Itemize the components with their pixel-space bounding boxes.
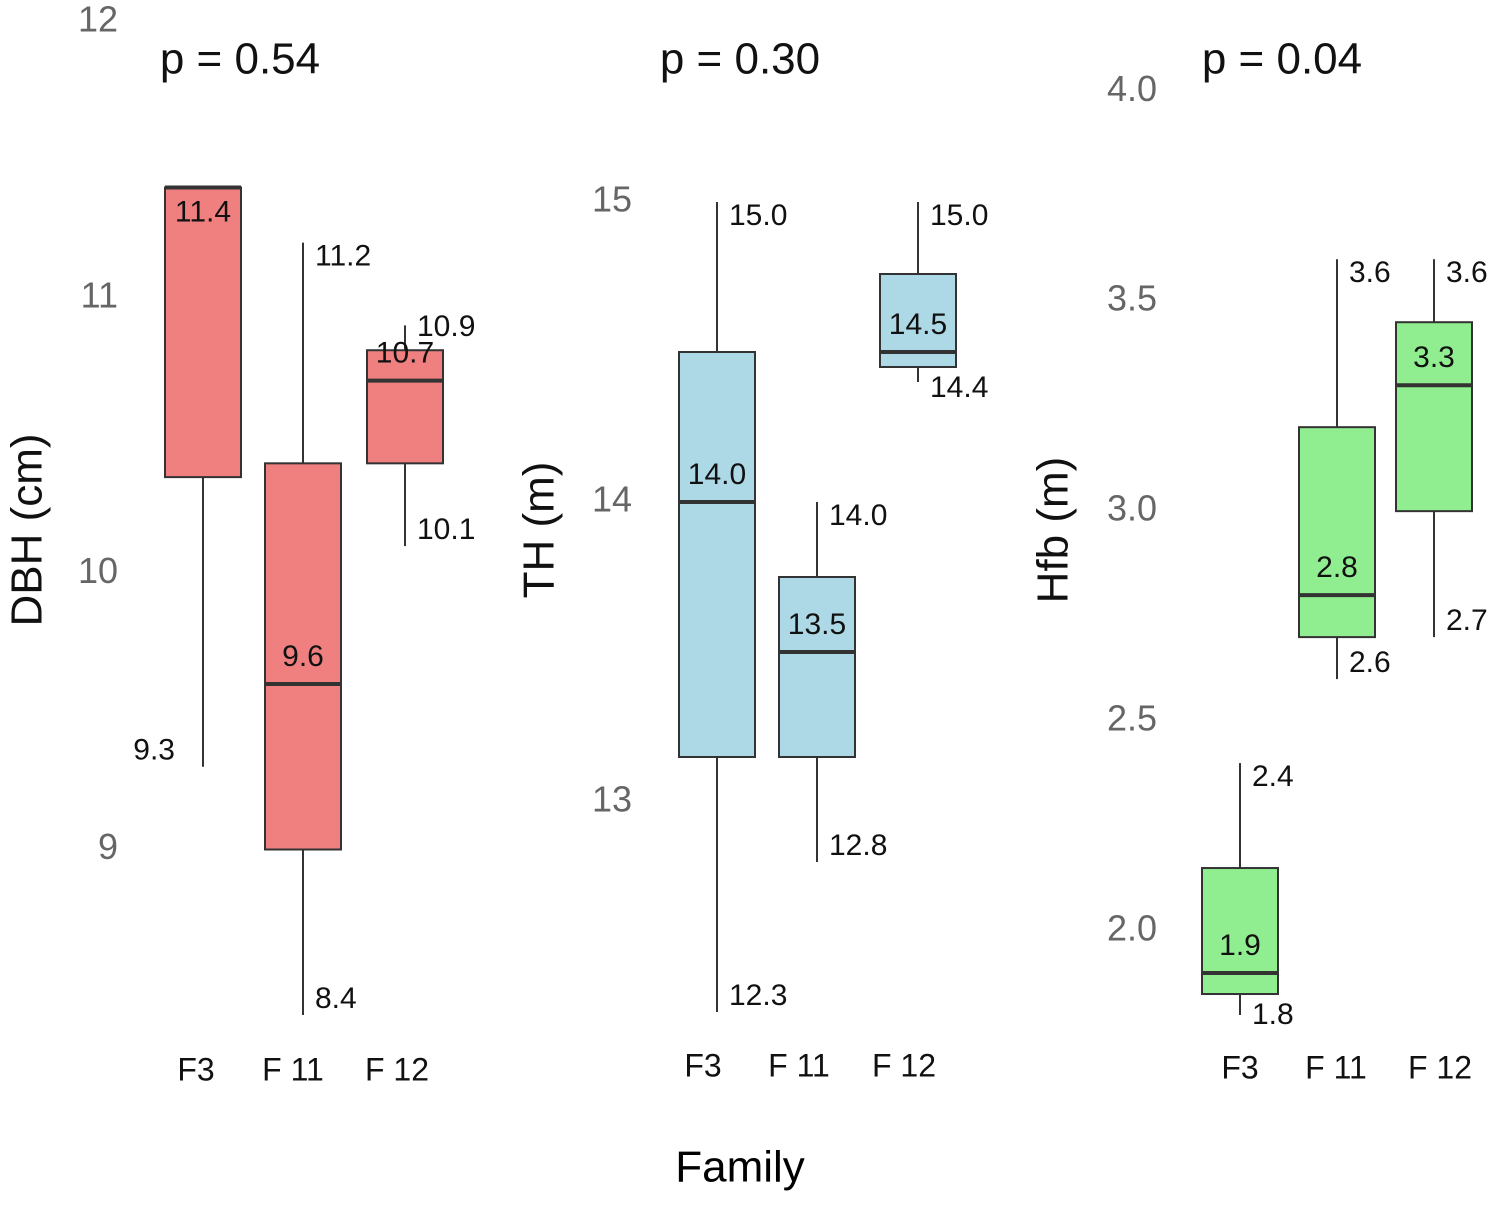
box bbox=[1298, 426, 1376, 639]
y-axis-label: TH (m) bbox=[515, 462, 564, 599]
min-label: 2.6 bbox=[1349, 646, 1391, 679]
min-label: 1.8 bbox=[1252, 998, 1294, 1031]
median-label: 13.5 bbox=[788, 608, 846, 641]
min-label: 9.3 bbox=[133, 734, 175, 767]
y-tick-label: 3.0 bbox=[1107, 488, 1157, 529]
median-label: 2.8 bbox=[1316, 551, 1358, 584]
y-tick-label: 10 bbox=[78, 550, 118, 591]
box bbox=[678, 351, 756, 758]
y-tick-label: 13 bbox=[592, 779, 632, 820]
x-tick-label: F3 bbox=[177, 1051, 214, 1087]
min-label: 14.4 bbox=[930, 371, 988, 404]
chart-title: p = 0.30 bbox=[660, 35, 820, 84]
y-tick-label: 14 bbox=[592, 479, 632, 520]
max-label: 2.4 bbox=[1252, 760, 1294, 793]
max-label: 14.0 bbox=[829, 499, 887, 532]
y-tick-label: 11 bbox=[81, 274, 118, 315]
box bbox=[778, 576, 856, 758]
max-label: 15.0 bbox=[729, 199, 787, 232]
y-tick-label: 9 bbox=[98, 826, 118, 867]
max-label: 3.6 bbox=[1349, 256, 1391, 289]
box bbox=[264, 462, 342, 851]
median-label: 9.6 bbox=[282, 640, 324, 673]
y-tick-label: 2.0 bbox=[1107, 908, 1157, 949]
box bbox=[1395, 321, 1473, 513]
box bbox=[164, 186, 242, 479]
x-tick-label: F 12 bbox=[365, 1051, 429, 1087]
x-tick-label: F 12 bbox=[1408, 1049, 1472, 1085]
x-tick-label: F 11 bbox=[1305, 1049, 1367, 1085]
y-tick-label: 3.5 bbox=[1107, 278, 1157, 319]
x-tick-label: F3 bbox=[1221, 1049, 1258, 1085]
median-label: 14.5 bbox=[889, 308, 947, 341]
min-label: 10.1 bbox=[417, 513, 475, 546]
x-tick-label: F 11 bbox=[262, 1051, 324, 1087]
chart-title: p = 0.04 bbox=[1202, 35, 1362, 84]
chart-title: p = 0.54 bbox=[160, 35, 320, 84]
y-tick-label: 4.0 bbox=[1107, 68, 1157, 109]
x-tick-label: F 11 bbox=[768, 1047, 830, 1083]
min-label: 12.8 bbox=[829, 829, 887, 862]
x-axis-label: Family bbox=[675, 1143, 805, 1192]
y-tick-label: 2.5 bbox=[1107, 698, 1157, 739]
x-tick-label: F3 bbox=[684, 1047, 721, 1083]
max-label: 10.9 bbox=[417, 310, 475, 343]
median-label: 11.4 bbox=[175, 195, 231, 228]
median-label: 14.0 bbox=[688, 458, 746, 491]
median-label: 1.9 bbox=[1219, 929, 1261, 962]
x-tick-label: F 12 bbox=[872, 1047, 936, 1083]
median-label: 3.3 bbox=[1413, 341, 1455, 374]
y-tick-label: 12 bbox=[78, 0, 118, 40]
min-label: 8.4 bbox=[315, 982, 357, 1015]
max-label: 11.2 bbox=[315, 240, 371, 273]
y-tick-label: 15 bbox=[592, 179, 632, 220]
min-label: 2.7 bbox=[1446, 604, 1488, 637]
max-label: 3.6 bbox=[1446, 256, 1488, 289]
median-label: 10.7 bbox=[376, 337, 434, 370]
box bbox=[366, 349, 444, 465]
y-axis-label: DBH (cm) bbox=[3, 433, 52, 626]
min-label: 12.3 bbox=[729, 979, 787, 1012]
max-label: 15.0 bbox=[930, 199, 988, 232]
y-axis-label: Hfb (m) bbox=[1029, 457, 1078, 604]
